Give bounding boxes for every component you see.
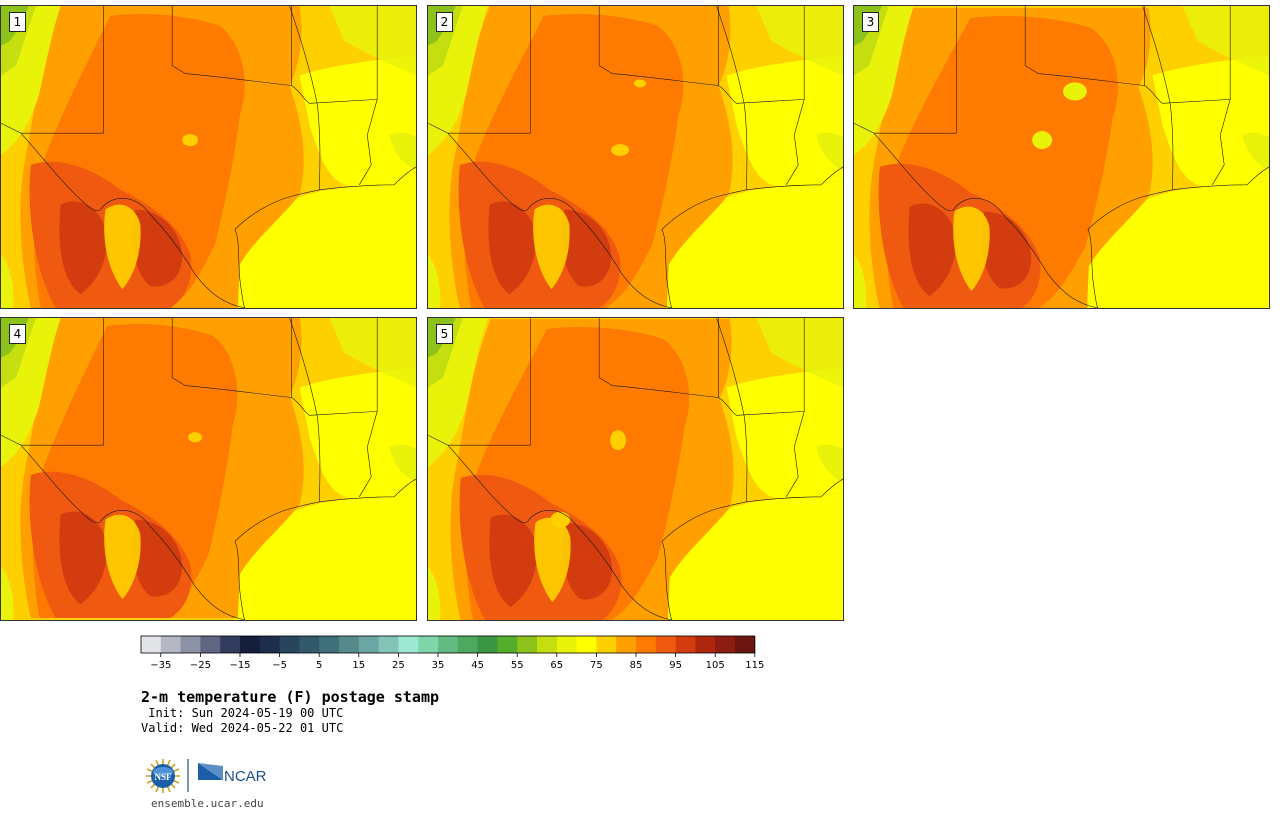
colorbar-tick-label: 45 [471,660,484,671]
colorbar-swatch [477,636,498,653]
colorbar-swatch [695,636,716,653]
temperature-map [1,6,416,308]
colorbar-swatch [240,636,261,653]
colorbar: −35 −25 −15 −5 5 15 25 35 45 55 65 75 85 95 105 115 [140,635,764,671]
colorbar-swatch [497,636,518,653]
colorbar-tick-label: 25 [392,660,405,671]
map-panel-2: 2 [427,5,844,309]
colorbar-swatch [319,636,340,653]
colorbar-tick-label: 5 [316,660,322,671]
colorbar-tick-label: 35 [432,660,445,671]
temperature-map [428,6,843,308]
colorbar-swatch [735,636,756,653]
colorbar-swatch [616,636,637,653]
member-label: 2 [436,12,453,32]
colorbar-swatch [339,636,360,653]
colorbar-tick-label: 105 [706,660,725,671]
colorbar-swatch [636,636,657,653]
colorbar-swatch [675,636,696,653]
map-panel-3: 3 [853,5,1270,309]
colorbar-tick-label: −5 [272,660,287,671]
colorbar-swatch [378,636,399,653]
colorbar-swatch [418,636,439,653]
nsf-logo-text: NSF [154,772,172,782]
colorbar-swatch [220,636,241,653]
member-label: 5 [436,324,453,344]
page-title: 2-m temperature (F) postage stamp [141,688,440,706]
colorbar-tick-label: 75 [590,660,603,671]
map-panel-5: 5 [427,317,844,621]
site-url: ensemble.ucar.edu [151,797,264,810]
colorbar-swatch [576,636,597,653]
colorbar-tick-label: 65 [550,660,563,671]
colorbar-swatch [141,636,162,653]
logos: NSF NCAR [146,759,267,793]
ncar-logo: NCAR [198,763,267,785]
colorbar-swatch [655,636,676,653]
member-label: 4 [9,324,26,344]
colorbar-swatch [299,636,320,653]
colorbar-tick-label: −35 [150,660,171,671]
colorbar-tick-label: 55 [511,660,524,671]
colorbar-swatch [279,636,300,653]
colorbar-swatch [556,636,577,653]
colorbar-swatch [398,636,419,653]
map-panel-4: 4 [0,317,417,621]
colorbar-tick-label: 115 [745,660,764,671]
colorbar-swatch [180,636,201,653]
temperature-map [1,318,416,620]
colorbar-tick-label: −25 [190,660,211,671]
member-label: 3 [862,12,879,32]
colorbar-swatch [259,636,280,653]
temperature-map [854,6,1269,308]
valid-time: Valid: Wed 2024-05-22 01 UTC [141,721,344,735]
colorbar-swatch [715,636,736,653]
temperature-map [428,318,843,620]
colorbar-tick-label: 95 [669,660,682,671]
colorbar-swatch [537,636,558,653]
colorbar-swatch [160,636,181,653]
colorbar-tick-label: 15 [352,660,365,671]
map-panel-1: 1 [0,5,417,309]
init-time: Init: Sun 2024-05-19 00 UTC [141,706,344,720]
colorbar-tick-label: −15 [229,660,250,671]
colorbar-swatch [438,636,459,653]
nsf-logo: NSF [146,759,180,793]
colorbar-swatch [457,636,478,653]
colorbar-swatch [200,636,221,653]
member-label: 1 [9,12,26,32]
colorbar-tick-label: 85 [630,660,643,671]
colorbar-swatch [596,636,617,653]
colorbar-swatch [517,636,538,653]
colorbar-swatch [358,636,379,653]
ncar-logo-text: NCAR [224,768,267,785]
